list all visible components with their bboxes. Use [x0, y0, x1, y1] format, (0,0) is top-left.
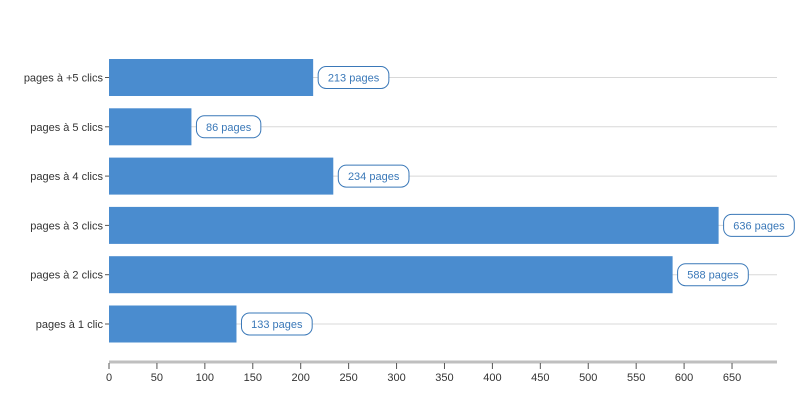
y-axis-categories: pages à +5 clics pages à 5 clics pages à 4… — [24, 73, 109, 331]
y-tick-label: pages à +5 clics — [24, 73, 104, 85]
data-label: 86 pages — [206, 122, 252, 134]
x-tick-label: 350 — [435, 372, 453, 384]
data-label: 133 pages — [251, 319, 303, 331]
data-label-box — [240, 312, 313, 336]
x-tick-label: 150 — [244, 372, 262, 384]
bar[interactable] — [109, 157, 334, 195]
y-tick-label: pages à 3 clics — [30, 220, 103, 232]
data-label: 213 pages — [328, 73, 380, 85]
data-label-box — [337, 164, 410, 188]
x-tick-label: 450 — [531, 372, 549, 384]
x-tick-label: 0 — [106, 372, 112, 384]
data-label: 588 pages — [687, 270, 739, 282]
x-tick-label: 550 — [627, 372, 645, 384]
data-labels: 213 pages 86 pages 234 pages 636 pages 588 p… — [195, 66, 795, 336]
data-label: 636 pages — [733, 220, 785, 232]
x-tick-label: 600 — [675, 372, 693, 384]
bar[interactable] — [109, 59, 314, 96]
y-tick-label: pages à 2 clics — [30, 270, 103, 282]
bar[interactable] — [109, 305, 237, 343]
x-tick-label: 300 — [387, 372, 405, 384]
y-tick-label: pages à 4 clics — [30, 171, 103, 183]
x-tick-label: 200 — [292, 372, 310, 384]
x-axis: 0 50 100 150 200 250 300 350 400 450 500 550 600 650 — [106, 360, 777, 384]
bar[interactable] — [109, 206, 719, 244]
x-tick-label: 400 — [483, 372, 501, 384]
data-label-box — [317, 66, 390, 89]
y-tick-label: pages à 1 clic — [36, 319, 104, 331]
data-label-box — [723, 213, 795, 237]
data-label-box — [195, 115, 262, 139]
bars — [109, 59, 719, 343]
bar[interactable] — [109, 108, 192, 146]
x-tick-label: 500 — [579, 372, 597, 384]
x-tick-label: 50 — [151, 372, 163, 384]
bar[interactable] — [109, 256, 673, 294]
data-label: 234 pages — [348, 171, 400, 183]
x-tick-label: 100 — [196, 372, 214, 384]
x-tick-label: 650 — [723, 372, 741, 384]
y-tick-label: pages à 5 clics — [30, 122, 103, 134]
data-label-box — [677, 263, 749, 287]
x-tick-label: 250 — [339, 372, 357, 384]
